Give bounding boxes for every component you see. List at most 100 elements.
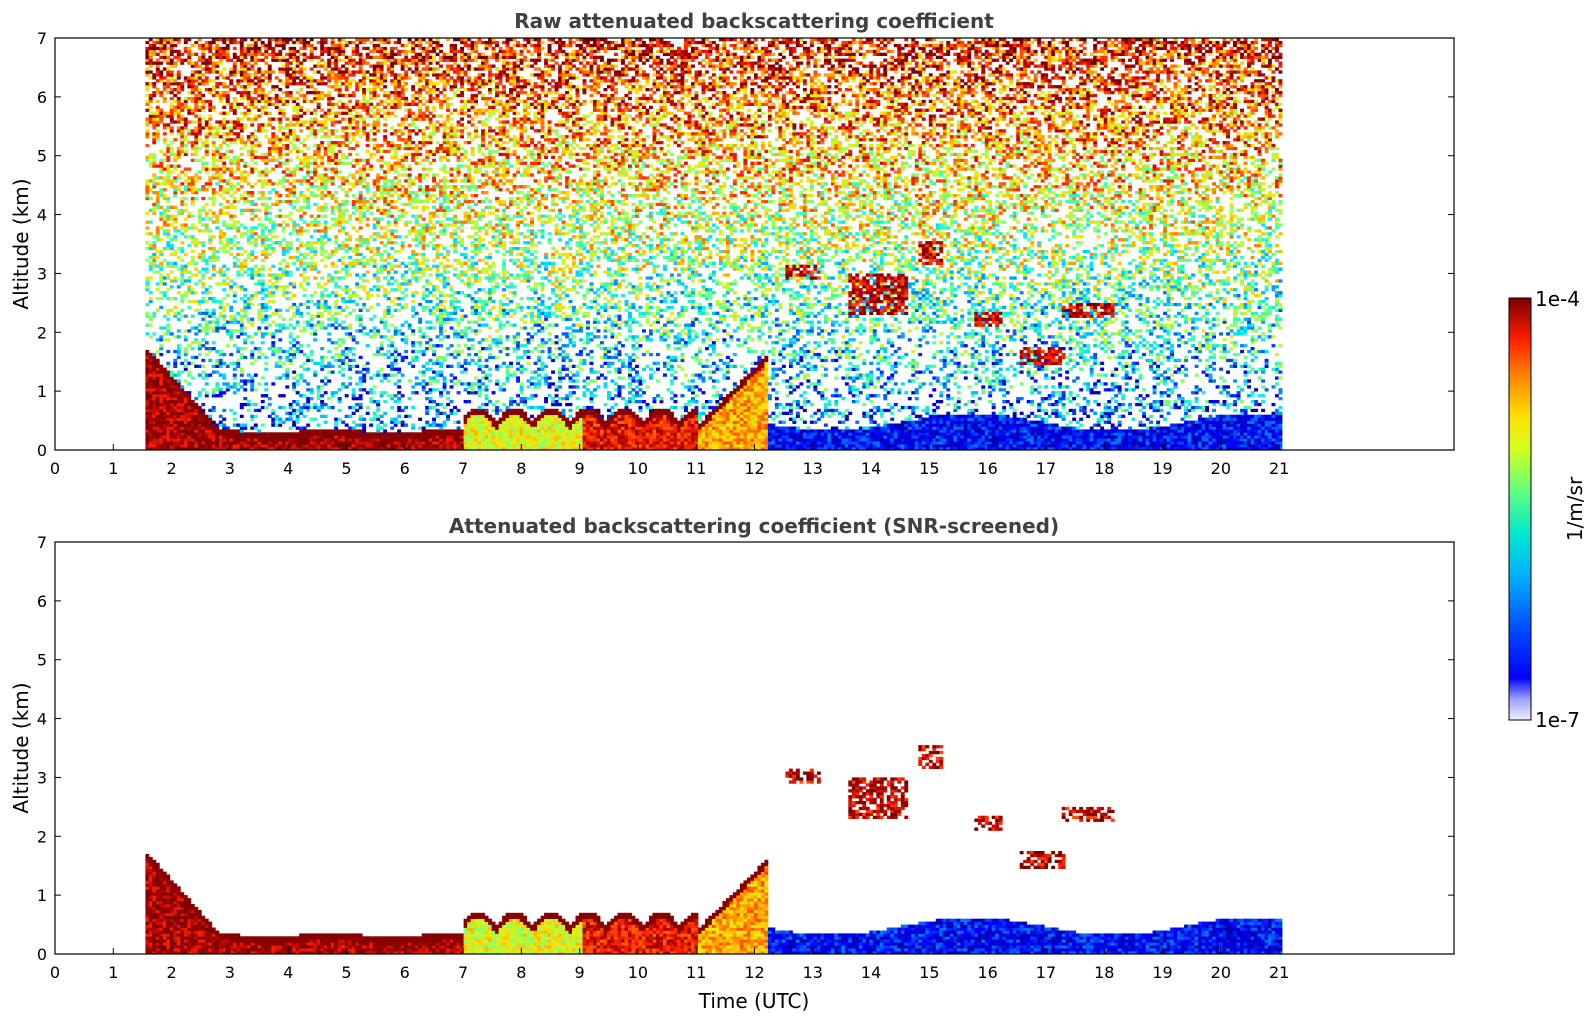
heatmap-cell bbox=[324, 50, 328, 53]
heatmap-cell bbox=[184, 294, 188, 297]
heatmap-cell bbox=[334, 438, 338, 441]
heatmap-cell bbox=[306, 382, 310, 385]
heatmap-cell bbox=[261, 273, 265, 276]
heatmap-cell bbox=[401, 441, 405, 444]
heatmap-cell bbox=[278, 147, 282, 150]
heatmap-cell bbox=[317, 432, 321, 435]
heatmap-cell bbox=[397, 182, 401, 185]
heatmap-cell bbox=[180, 300, 184, 303]
heatmap-cell bbox=[341, 112, 345, 115]
heatmap-cell bbox=[194, 141, 198, 144]
heatmap-cell bbox=[320, 215, 324, 218]
heatmap-cell bbox=[278, 165, 282, 168]
heatmap-cell bbox=[229, 173, 233, 176]
heatmap-cell bbox=[380, 235, 384, 238]
heatmap-cell bbox=[345, 385, 349, 388]
heatmap-cell bbox=[215, 371, 219, 374]
heatmap-cell bbox=[292, 350, 296, 353]
heatmap-cell bbox=[348, 126, 352, 129]
heatmap-cell bbox=[159, 206, 163, 209]
heatmap-cell bbox=[303, 138, 307, 141]
heatmap-cell bbox=[299, 73, 303, 76]
heatmap-cell bbox=[310, 332, 314, 335]
heatmap-cell bbox=[250, 191, 254, 194]
heatmap-cell bbox=[149, 406, 153, 409]
heatmap-cell bbox=[226, 226, 230, 229]
heatmap-cell bbox=[187, 129, 191, 132]
heatmap-cell bbox=[341, 221, 345, 224]
heatmap-cell bbox=[271, 421, 275, 424]
heatmap-cell bbox=[187, 427, 191, 430]
heatmap-cell bbox=[299, 244, 303, 247]
heatmap-cell bbox=[331, 120, 335, 123]
heatmap-cell bbox=[229, 73, 233, 76]
heatmap-cell bbox=[257, 53, 261, 56]
heatmap-cell bbox=[149, 412, 153, 415]
heatmap-cell bbox=[177, 385, 181, 388]
heatmap-cell bbox=[296, 268, 300, 271]
heatmap-cell bbox=[191, 203, 195, 206]
heatmap-cell bbox=[163, 188, 167, 191]
heatmap-cell bbox=[285, 376, 289, 379]
heatmap-cell bbox=[387, 444, 391, 447]
heatmap-cell bbox=[376, 353, 380, 356]
heatmap-cell bbox=[240, 379, 244, 382]
heatmap-cell bbox=[352, 247, 356, 250]
heatmap-cell bbox=[390, 79, 394, 82]
heatmap-cell bbox=[278, 88, 282, 91]
heatmap-cell bbox=[191, 315, 195, 318]
heatmap-cell bbox=[320, 94, 324, 97]
heatmap-cell bbox=[285, 65, 289, 68]
heatmap-cell bbox=[254, 256, 258, 259]
heatmap-cell bbox=[331, 250, 335, 253]
heatmap-cell bbox=[226, 388, 230, 391]
heatmap-cell bbox=[296, 91, 300, 94]
heatmap-cell bbox=[303, 165, 307, 168]
heatmap-cell bbox=[194, 435, 198, 438]
heatmap-cell bbox=[334, 300, 338, 303]
heatmap-cell bbox=[355, 365, 359, 368]
heatmap-cell bbox=[345, 41, 349, 44]
heatmap-cell bbox=[250, 253, 254, 256]
heatmap-cell bbox=[163, 123, 167, 126]
heatmap-cell bbox=[362, 132, 366, 135]
heatmap-cell bbox=[362, 262, 366, 265]
heatmap-cell bbox=[383, 265, 387, 268]
heatmap-cell bbox=[303, 441, 307, 444]
heatmap-cell bbox=[373, 232, 377, 235]
heatmap-cell bbox=[215, 170, 219, 173]
heatmap-cell bbox=[159, 335, 163, 338]
heatmap-cell bbox=[152, 376, 156, 379]
heatmap-cell bbox=[254, 118, 258, 121]
heatmap-cell bbox=[254, 144, 258, 147]
heatmap-cell bbox=[317, 82, 321, 85]
heatmap-cell bbox=[373, 315, 377, 318]
heatmap-cell bbox=[166, 415, 170, 418]
heatmap-cell bbox=[184, 359, 188, 362]
heatmap-cell bbox=[327, 112, 331, 115]
heatmap-cell bbox=[268, 73, 272, 76]
heatmap-cell bbox=[299, 168, 303, 171]
heatmap-cell bbox=[222, 141, 226, 144]
heatmap-cell bbox=[303, 47, 307, 50]
heatmap-cell bbox=[208, 247, 212, 250]
heatmap-cell bbox=[236, 265, 240, 268]
heatmap-cell bbox=[194, 106, 198, 109]
heatmap-cell bbox=[394, 88, 398, 91]
heatmap-cell bbox=[233, 159, 237, 162]
heatmap-cell bbox=[163, 326, 167, 329]
heatmap-cell bbox=[156, 282, 160, 285]
heatmap-cell bbox=[331, 176, 335, 179]
heatmap-cell bbox=[226, 200, 230, 203]
heatmap-cell bbox=[380, 144, 384, 147]
heatmap-cell bbox=[394, 303, 398, 306]
heatmap-cell bbox=[198, 209, 202, 212]
heatmap-cell bbox=[278, 421, 282, 424]
heatmap-cell bbox=[271, 300, 275, 303]
heatmap-cell bbox=[282, 185, 286, 188]
heatmap-cell bbox=[387, 312, 391, 315]
heatmap-cell bbox=[180, 268, 184, 271]
heatmap-cell bbox=[359, 394, 363, 397]
heatmap-cell bbox=[170, 112, 174, 115]
heatmap-cell bbox=[257, 79, 261, 82]
